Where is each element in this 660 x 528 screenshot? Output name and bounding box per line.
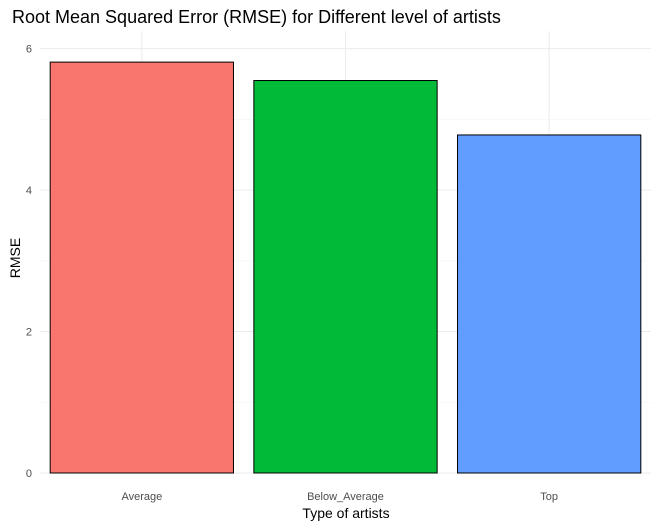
bars bbox=[49, 61, 642, 474]
x-tick-label: Top bbox=[540, 491, 558, 503]
y-tick-label: 2 bbox=[26, 327, 32, 339]
bar-top bbox=[457, 134, 642, 474]
bar-average bbox=[49, 61, 234, 474]
x-tick-label: Below_Average bbox=[307, 491, 384, 503]
chart-title: Root Mean Squared Error (RMSE) for Diffe… bbox=[12, 7, 501, 27]
y-tick-labels: 0 2 4 6 bbox=[26, 44, 32, 480]
y-tick-label: 4 bbox=[26, 185, 32, 197]
x-tick-labels: Average Below_Average Top bbox=[121, 491, 558, 503]
y-tick-label: 6 bbox=[26, 44, 32, 56]
x-axis-title: Type of artists bbox=[302, 505, 389, 521]
x-tick-label: Average bbox=[121, 491, 162, 503]
bar-below-average bbox=[253, 80, 438, 474]
y-axis-title: RMSE bbox=[7, 238, 23, 278]
y-tick-label: 0 bbox=[26, 468, 32, 480]
